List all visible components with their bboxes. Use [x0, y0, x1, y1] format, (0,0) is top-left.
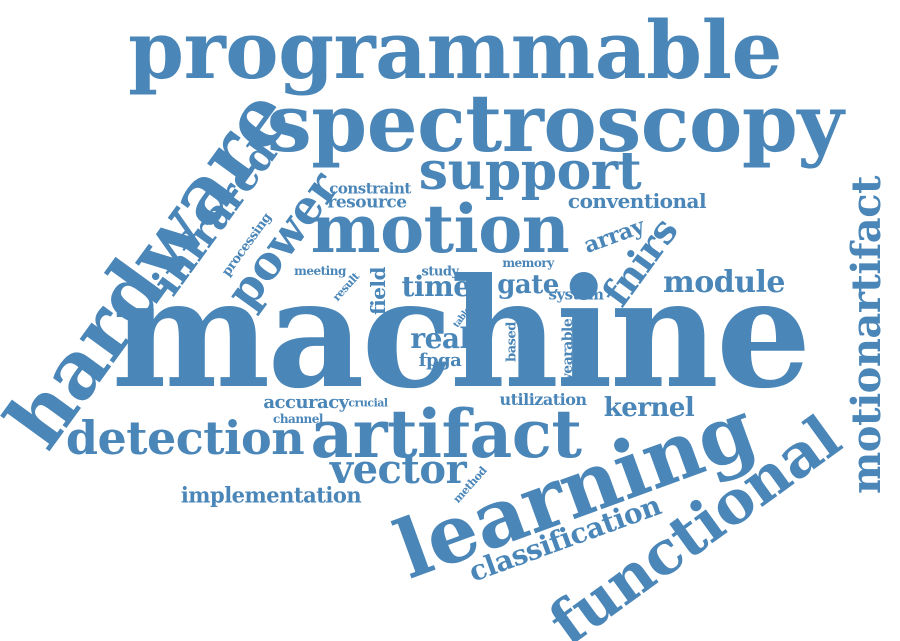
- word-constraint: constraint: [329, 179, 411, 198]
- word-machine: machine: [111, 246, 812, 422]
- word-memory: memory: [502, 256, 554, 270]
- word-real: real: [410, 322, 470, 355]
- word-time: time: [401, 270, 471, 303]
- word-module: module: [662, 265, 786, 300]
- word-utilization: utilization: [499, 390, 587, 409]
- word-artifact: artifact: [310, 395, 582, 473]
- word-motionartifact: motionartifact: [843, 175, 890, 495]
- word-spectroscopy: spectroscopy: [266, 76, 844, 170]
- word-detection: detection: [65, 411, 305, 465]
- word-wearable: wearable: [560, 318, 576, 386]
- word-meeting: meeting: [294, 264, 346, 278]
- word-conventional: conventional: [567, 189, 707, 213]
- word-accuracy: accuracy: [263, 392, 349, 413]
- word-crucial: crucial: [348, 396, 388, 410]
- word-resource: resource: [327, 192, 407, 213]
- word-motion: motion: [310, 190, 570, 268]
- word-based: based: [504, 322, 520, 362]
- word-kernel: kernel: [603, 393, 695, 423]
- word-gate: gate: [497, 270, 559, 300]
- word-implementation: implementation: [180, 482, 362, 508]
- word-support: support: [418, 141, 642, 202]
- word-channel: channel: [273, 412, 323, 426]
- word-fpga: fpga: [418, 350, 462, 371]
- word-programmable: programmable: [128, 3, 782, 97]
- word-study: study: [421, 264, 459, 280]
- word-system: system: [548, 285, 604, 304]
- word-vector: vector: [329, 446, 467, 493]
